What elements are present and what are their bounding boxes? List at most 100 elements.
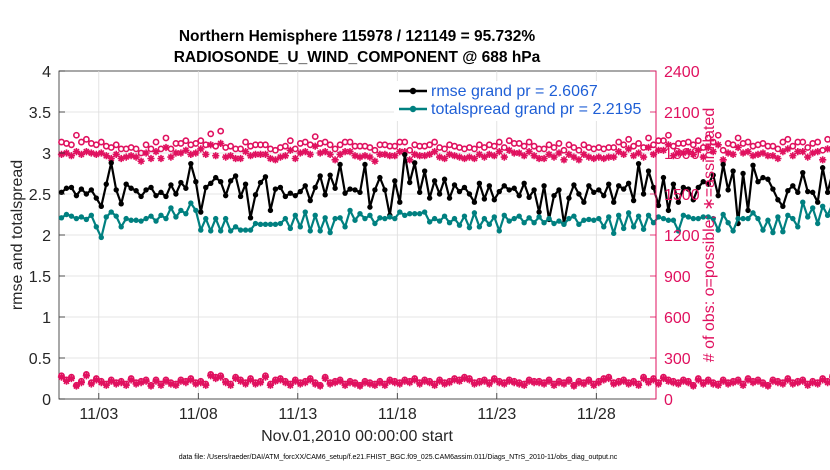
obs-assimilated-point	[719, 377, 727, 385]
obs-possible-point	[227, 142, 235, 150]
legend: rmse grand pr = 2.6067 totalspread grand…	[394, 81, 650, 121]
obs-assimilated-point	[152, 148, 160, 156]
totalspread-point	[486, 221, 493, 228]
obs-assimilated-point	[545, 150, 553, 158]
rmse-point	[710, 172, 716, 178]
rmse-point	[765, 176, 771, 182]
totalspread-point	[690, 215, 697, 222]
series-possible-obs	[58, 127, 830, 157]
obs-assimilated-point	[480, 153, 488, 161]
totalspread-point	[98, 234, 104, 241]
totalspread-point	[635, 213, 642, 219]
rmse-point	[476, 180, 483, 187]
obs-assimilated-point	[450, 152, 459, 160]
obs-assimilated-point	[142, 149, 150, 157]
rmse-point	[660, 174, 667, 181]
obs-possible-point	[704, 134, 712, 142]
rmse-point	[556, 187, 562, 193]
obs-assimilated-point	[227, 152, 235, 160]
rmse-point	[481, 196, 488, 202]
obs-assimilated-point	[640, 153, 648, 161]
obs-possible-point	[734, 134, 742, 142]
obs-assimilated-point	[595, 153, 603, 161]
obs-assimilated-point	[719, 156, 727, 164]
obs-assimilated-point	[256, 150, 265, 158]
obs-assimilated-point	[669, 379, 677, 387]
rmse-point	[591, 189, 597, 196]
obs-assimilated-point	[804, 153, 812, 161]
totalspread-point	[526, 215, 532, 221]
obs-assimilated-point	[102, 381, 110, 389]
rmse-point	[113, 187, 119, 193]
rmse-line	[60, 153, 830, 225]
rmse-point	[466, 191, 473, 197]
rmse-point	[252, 192, 259, 198]
obs-assimilated-point	[744, 376, 752, 384]
obs-assimilated-point	[286, 381, 294, 389]
obs-assimilated-point	[704, 377, 712, 385]
obs-assimilated-point	[147, 154, 155, 163]
totalspread-point	[352, 217, 358, 223]
totalspread-point	[402, 212, 408, 219]
totalspread-point	[178, 207, 184, 214]
obs-possible-point	[142, 141, 150, 149]
obs-assimilated-point	[540, 154, 548, 163]
obs-assimilated-point	[560, 156, 568, 164]
obs-possible-point	[615, 138, 623, 146]
obs-assimilated-point	[172, 149, 180, 157]
obs-assimilated-point	[256, 379, 265, 387]
rmse-point	[277, 184, 284, 191]
obs-assimilated-point	[396, 380, 404, 388]
obs-assimilated-point	[237, 377, 245, 385]
totalspread-point	[78, 214, 85, 220]
obs-assimilated-point	[331, 156, 339, 164]
obs-assimilated-point	[525, 377, 533, 385]
rmse-point	[446, 195, 453, 201]
obs-assimilated-point	[296, 380, 304, 388]
obs-possible-point	[515, 140, 523, 147]
totalspread-point	[615, 212, 622, 219]
y-tick-label-right: 900	[664, 269, 691, 286]
totalspread-point	[725, 220, 731, 226]
obs-possible-point	[346, 138, 354, 146]
y-tick-label-left: 3	[42, 146, 51, 163]
obs-assimilated-point	[445, 379, 454, 387]
obs-assimilated-point	[251, 380, 260, 388]
totalspread-point	[113, 213, 119, 219]
obs-assimilated-point	[585, 377, 593, 385]
totalspread-point	[655, 214, 662, 220]
obs-possible-point	[684, 138, 692, 146]
obs-possible-point	[784, 135, 792, 143]
obs-assimilated-point	[321, 148, 329, 156]
obs-assimilated-point	[485, 380, 493, 388]
rmse-point	[775, 197, 781, 203]
obs-assimilated-point	[659, 146, 668, 154]
rmse-point	[665, 207, 672, 214]
obs-assimilated-point	[490, 152, 498, 160]
totalspread-point	[198, 227, 204, 233]
rmse-point	[327, 172, 333, 178]
rmse-point	[606, 181, 612, 187]
obs-assimilated-point	[819, 376, 827, 384]
rmse-point	[416, 189, 423, 196]
rmse-point	[203, 184, 209, 191]
obs-assimilated-point	[694, 376, 702, 384]
obs-assimilated-point	[649, 150, 658, 158]
rmse-point	[650, 184, 657, 191]
y-tick-label-left: 2.5	[29, 187, 51, 204]
obs-assimilated-point	[82, 372, 90, 380]
obs-assimilated-point	[336, 377, 344, 385]
rmse-point	[715, 192, 721, 199]
totalspread-point	[630, 224, 637, 230]
obs-assimilated-point	[137, 157, 145, 165]
obs-assimilated-point	[341, 381, 349, 389]
totalspread-point	[168, 205, 174, 211]
obs-assimilated-point	[127, 376, 135, 384]
rmse-point	[720, 161, 726, 168]
rmse-point	[640, 191, 647, 197]
obs-assimilated-point	[530, 152, 538, 160]
obs-assimilated-point	[67, 374, 75, 383]
rmse-point	[282, 193, 289, 200]
rmse-point	[292, 192, 299, 199]
totalspread-point	[88, 212, 95, 219]
